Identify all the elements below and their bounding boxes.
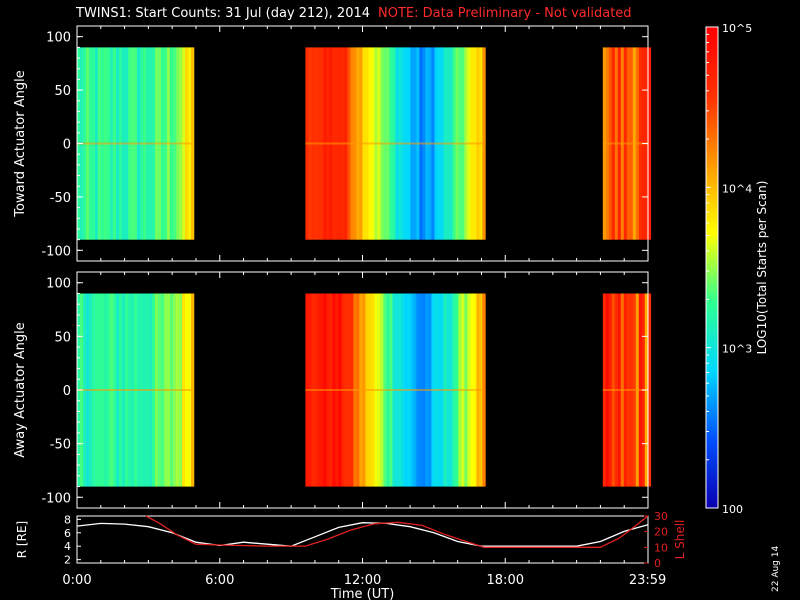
y-tick-label: -50: [50, 191, 71, 206]
colorbar: 10^5 10^4 10^3 100 LOG10(Total Starts per Sc…: [705, 22, 769, 516]
series-line-lshell: [145, 515, 649, 548]
y-tick-label: 4: [64, 540, 71, 553]
y-tick-label: -100: [41, 244, 71, 259]
x-tick-label: 6:00: [205, 573, 234, 588]
top-panel: 100 50 0 -50 -100 Toward Actuator Angle: [13, 25, 652, 262]
y-tick-label: 100: [46, 277, 71, 292]
x-tick-label: 23:59: [629, 573, 666, 588]
heatmap-cell: [647, 293, 652, 487]
series-line-radius: [76, 522, 649, 547]
y-tick-label-right: 10: [654, 541, 668, 554]
y-tick-label: 0: [63, 138, 71, 153]
heatmap-cell: [191, 293, 195, 487]
y-tick-label: 6: [64, 527, 71, 540]
x-tick-label: 18:00: [487, 573, 524, 588]
y-tick-label: 50: [54, 84, 71, 99]
y-tick-label: 0: [63, 384, 71, 399]
chart-title: TWINS1: Start Counts: 31 Jul (day 212), …: [76, 6, 632, 21]
y-tick-label: -100: [41, 491, 71, 506]
heatmap-cell: [647, 47, 652, 240]
title-main: TWINS1: Start Counts: 31 Jul (day 212), …: [76, 6, 371, 21]
colorbar-tick-label: 10^5: [722, 22, 752, 35]
x-axis-label: Time (UT): [330, 587, 395, 600]
y-tick-label-right: 20: [654, 526, 668, 539]
heatmap-cell: [482, 293, 486, 487]
y-axis-label: R [RE]: [15, 521, 29, 558]
x-tick-label: 12:00: [344, 573, 381, 588]
colorbar-gradient: [705, 26, 719, 509]
y-axis-label: Away Actuator Angle: [13, 322, 28, 457]
date-stamp: 22 Aug 14: [771, 545, 781, 592]
heatmap-cell: [482, 47, 486, 240]
colorbar-tick-label: 10^4: [722, 182, 752, 195]
y-axis-label-right: L Shell: [673, 520, 687, 560]
y-tick-label-right: 0: [654, 557, 661, 570]
y-tick-label-right: 30: [654, 510, 668, 523]
colorbar-tick-label: 100: [722, 503, 743, 516]
y-tick-label: -50: [50, 438, 71, 453]
y-tick-label: 100: [46, 31, 71, 46]
middle-panel: 100 50 0 -50 -100 Away Actuator Angle: [13, 271, 652, 509]
y-tick-label: 2: [64, 554, 71, 567]
colorbar-label: LOG10(Total Starts per Scan): [755, 181, 769, 355]
y-tick-label: 8: [64, 513, 71, 526]
x-tick-label: 0:00: [62, 573, 91, 588]
title-note: NOTE: Data Preliminary - Not validated: [378, 6, 632, 21]
y-tick-label: 50: [54, 330, 71, 345]
heatmap-cell: [191, 47, 195, 240]
y-axis-label: Toward Actuator Angle: [13, 70, 28, 217]
colorbar-tick-label: 10^3: [722, 343, 752, 356]
